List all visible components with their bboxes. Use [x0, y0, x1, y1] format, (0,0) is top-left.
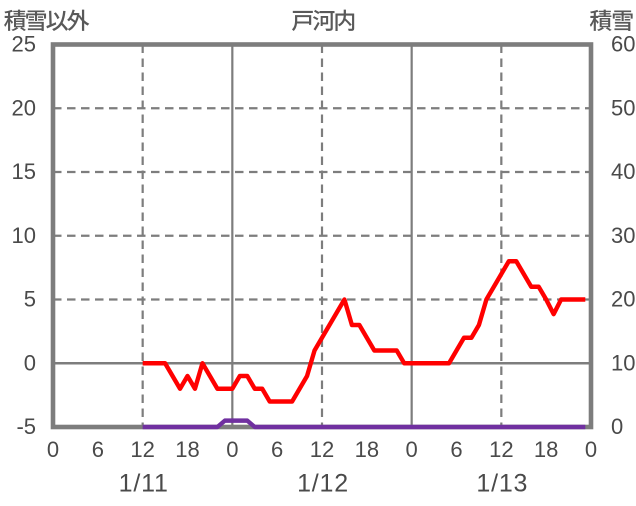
svg-text:10: 10 — [12, 223, 36, 248]
svg-text:0: 0 — [47, 437, 59, 462]
svg-text:60: 60 — [611, 32, 635, 57]
svg-text:1/11: 1/11 — [119, 470, 169, 498]
svg-text:18: 18 — [534, 437, 558, 462]
svg-text:1/12: 1/12 — [297, 470, 349, 498]
svg-text:12: 12 — [310, 437, 334, 462]
svg-text:6: 6 — [271, 437, 283, 462]
svg-text:18: 18 — [355, 437, 379, 462]
svg-text:-5: -5 — [16, 414, 36, 439]
svg-text:25: 25 — [12, 32, 36, 57]
svg-text:18: 18 — [175, 437, 199, 462]
svg-text:0: 0 — [585, 437, 597, 462]
svg-text:10: 10 — [611, 350, 635, 375]
svg-text:5: 5 — [24, 287, 36, 312]
svg-text:50: 50 — [611, 95, 635, 120]
svg-text:0: 0 — [226, 437, 238, 462]
svg-text:15: 15 — [12, 159, 36, 184]
svg-text:0: 0 — [406, 437, 418, 462]
svg-text:20: 20 — [12, 95, 36, 120]
svg-text:12: 12 — [130, 437, 154, 462]
svg-text:40: 40 — [611, 159, 635, 184]
svg-text:12: 12 — [489, 437, 513, 462]
svg-text:30: 30 — [611, 223, 635, 248]
svg-text:0: 0 — [24, 350, 36, 375]
svg-text:6: 6 — [450, 437, 462, 462]
svg-text:6: 6 — [92, 437, 104, 462]
svg-text:1/13: 1/13 — [476, 470, 528, 498]
svg-text:0: 0 — [611, 414, 623, 439]
svg-text:20: 20 — [611, 287, 635, 312]
